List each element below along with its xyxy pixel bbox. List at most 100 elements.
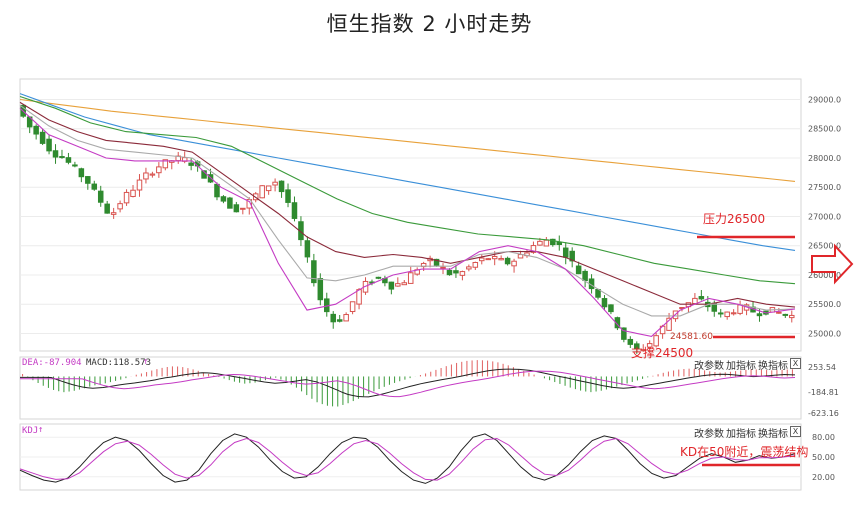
candle-body	[724, 311, 730, 318]
candle-body	[485, 258, 491, 261]
dea-label: DEA:-87.904	[22, 358, 82, 368]
candle-body	[149, 173, 156, 176]
candle-body	[569, 250, 575, 262]
candle-body	[227, 197, 233, 209]
candle-body	[214, 183, 220, 198]
dif-line	[20, 368, 796, 398]
kdj-switch-indicator-button[interactable]: 换指标	[758, 429, 788, 440]
candle-body	[737, 304, 743, 314]
candle-body	[375, 276, 382, 279]
candle-body	[278, 180, 285, 193]
kdj-yaxis: 80.00 50.00 20.00	[812, 433, 835, 482]
candle-body	[136, 179, 143, 191]
candle-body	[562, 247, 569, 258]
macd-frame	[19, 356, 802, 420]
candle-body	[698, 296, 705, 300]
annotation-lines	[697, 235, 800, 467]
candle-body	[556, 241, 563, 246]
kdj-close-icon[interactable]: X	[790, 426, 801, 437]
candle-body	[466, 266, 472, 270]
candle-body	[627, 338, 634, 345]
candle-body	[621, 327, 627, 340]
candle-body	[97, 190, 104, 203]
candle-body	[123, 191, 130, 204]
main-mas	[19, 93, 796, 337]
candle-body	[162, 159, 169, 169]
candle-body	[65, 157, 72, 163]
candle-body	[640, 349, 646, 352]
ytick-label: 25000.0	[808, 329, 841, 338]
macd-ytick-label: 253.54	[808, 363, 836, 372]
candle-body	[517, 254, 524, 259]
ma-line-4	[19, 104, 796, 317]
candle-body	[259, 185, 265, 199]
candle-body	[575, 265, 582, 275]
candle-body	[78, 168, 85, 178]
candle-body	[91, 183, 98, 190]
dea-line	[20, 370, 796, 398]
candle-body	[756, 313, 763, 317]
candle-body	[265, 185, 272, 192]
candle-body	[782, 313, 789, 316]
candle-body	[330, 313, 336, 323]
candle-body	[395, 283, 401, 287]
macd-change-params-button[interactable]: 改参数	[694, 361, 724, 372]
d-line	[19, 437, 796, 481]
macd-up-icon: ↑	[143, 357, 149, 367]
candle-body	[407, 272, 414, 284]
kdj-ytick-label: 50.00	[812, 453, 835, 462]
macd-switch-indicator-button[interactable]: 换指标	[758, 361, 788, 372]
kdj-add-indicator-button[interactable]: 加指标	[726, 429, 756, 440]
candle-body	[110, 212, 117, 215]
candle-body	[33, 125, 39, 135]
candle-body	[130, 189, 136, 197]
ytick-label: 27000.0	[808, 212, 841, 221]
candle-body	[453, 270, 459, 274]
candle-body	[349, 301, 356, 313]
kd-annotation: KD在50附近，震荡结构	[680, 445, 809, 459]
candle-body	[543, 239, 550, 247]
ytick-label: 26000.0	[808, 271, 841, 280]
ma-line-2	[19, 95, 796, 285]
macd-close-icon[interactable]: X	[790, 358, 801, 369]
resistance-label: 压力26500	[703, 212, 766, 226]
macd-add-indicator-button[interactable]: 加指标	[726, 361, 756, 372]
support-label: 支撑24500	[631, 346, 694, 360]
candle-body	[666, 317, 672, 331]
candle-body	[356, 289, 362, 305]
candle-body	[343, 314, 349, 322]
candle-body	[304, 240, 311, 258]
candle-body	[646, 343, 653, 348]
candle-body	[459, 271, 466, 276]
main-yaxis: 29000.0 28500.0 28000.0 27500.0 27000.0 26500…	[808, 95, 841, 338]
candle-body	[440, 266, 446, 269]
candle-body	[143, 172, 149, 180]
candle-body	[104, 203, 110, 214]
candle-body	[240, 207, 246, 210]
candle-body	[59, 156, 65, 159]
candle-body	[491, 255, 498, 260]
ytick-label: 26500.0	[808, 242, 841, 251]
candle-body	[117, 203, 123, 210]
candle-body	[317, 278, 324, 301]
candle-body	[472, 261, 479, 268]
ytick-label: 28500.0	[808, 125, 841, 134]
candle-body	[446, 269, 453, 276]
candle-body	[401, 282, 408, 286]
candle-body	[498, 258, 504, 261]
candle-body	[582, 270, 588, 282]
ma-line-3	[19, 101, 796, 308]
candle-body	[634, 343, 640, 350]
candle-body	[72, 164, 78, 167]
kdj-up-icon: ↑	[38, 425, 44, 435]
macd-label: MACD:118.573	[86, 358, 152, 368]
kdj-label: KDJ	[22, 426, 39, 436]
candle-body	[789, 314, 795, 319]
macd-ytick-label: -623.16	[808, 409, 839, 418]
main-grid	[20, 98, 801, 334]
ma-line-0	[19, 98, 796, 182]
kdj-change-params-button[interactable]: 改参数	[694, 429, 724, 440]
candle-body	[530, 245, 537, 253]
ytick-label: 29000.0	[808, 95, 841, 104]
